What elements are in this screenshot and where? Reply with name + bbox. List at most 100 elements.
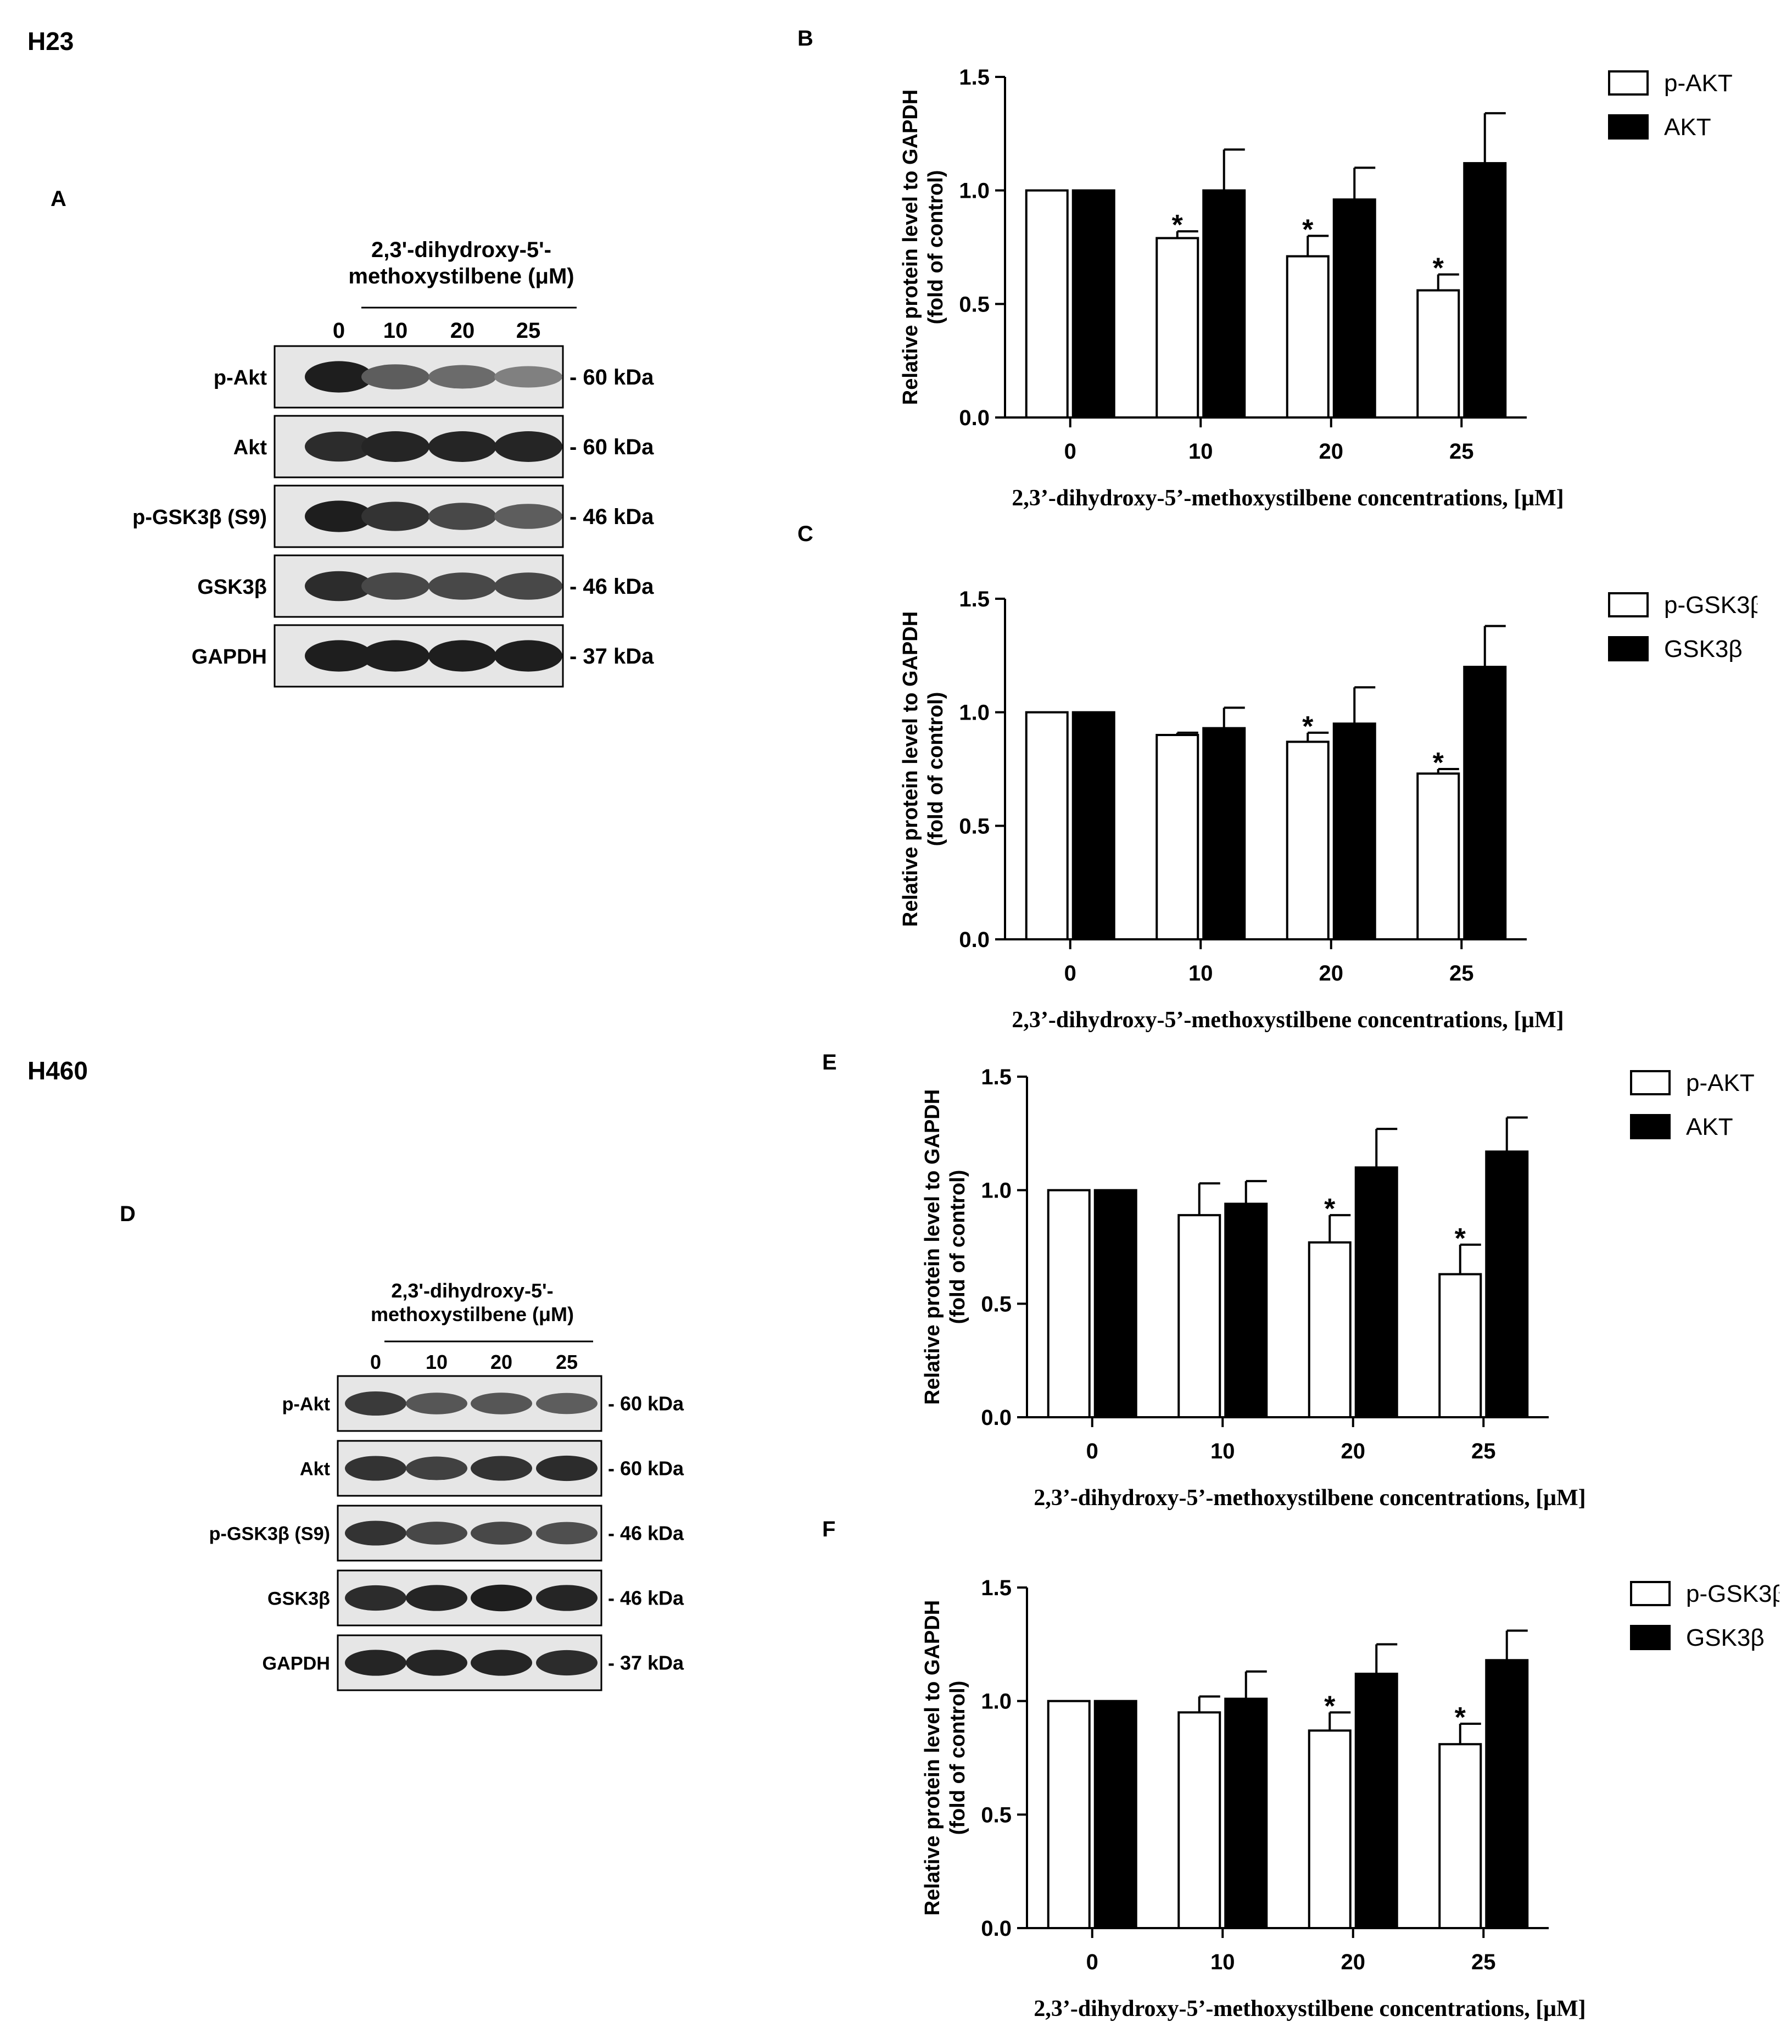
blot-row-label: Akt (300, 1459, 330, 1480)
lane-label: 25 (516, 319, 541, 343)
bar-total (1463, 162, 1507, 419)
bar-phospho (1286, 740, 1330, 940)
y-tick-label: 0.0 (959, 928, 990, 952)
x-tick-label: 25 (1449, 961, 1474, 985)
legend-label: p-AKT (1686, 1070, 1755, 1096)
y-axis-title-unit: (fold of control) (946, 1170, 969, 1324)
x-tick-label: 10 (1210, 1950, 1235, 1974)
y-axis-title: Relative protein level to GAPDH (899, 90, 922, 405)
x-tick-label: 10 (1188, 439, 1213, 464)
blot-row-label: GAPDH (263, 1653, 330, 1674)
bar-phospho (1438, 1273, 1482, 1418)
protein-band (471, 1650, 532, 1676)
protein-band (494, 366, 562, 388)
y-axis-title-unit: (fold of control) (924, 170, 947, 325)
y-axis-title: Relative protein level to GAPDH (921, 1600, 944, 1915)
x-axis-title: 2,3’-dihydroxy-5’-methoxystilbene concen… (1012, 486, 1564, 511)
x-tick-label: 25 (1471, 1950, 1496, 1974)
legend-swatch (1608, 592, 1649, 617)
lane-label: 10 (426, 1351, 448, 1373)
blot-row-label: p-Akt (214, 366, 267, 389)
bar-phospho (1308, 1729, 1352, 1929)
x-tick-label: 10 (1210, 1439, 1235, 1463)
panel-letter-c: C (797, 522, 813, 546)
protein-band (305, 500, 373, 532)
section-label-h460: H460 (27, 1056, 88, 1085)
protein-band (361, 431, 429, 462)
legend-label: p-AKT (1664, 70, 1733, 97)
bar-total (1202, 189, 1246, 419)
significance-asterisk: * (1302, 711, 1314, 743)
bar-total (1202, 727, 1246, 940)
bar-phospho (1177, 1214, 1221, 1418)
protein-band (428, 572, 496, 600)
bar-chart-akt-h460: 0.0 0.5 1.0 1.5 Relative protein level to GA… (921, 1065, 1755, 1511)
protein-band (494, 431, 562, 462)
molecular-weight-label: - 37 kDa (608, 1652, 684, 1674)
y-axis-title: Relative protein level to GAPDH (921, 1089, 944, 1405)
protein-band (494, 572, 562, 600)
bar-total (1093, 1700, 1137, 1929)
panel-letter-f: F (822, 1517, 836, 1541)
x-tick-label: 20 (1341, 1950, 1366, 1974)
treatment-label: 2,3'-dihydroxy-5'- (371, 238, 551, 262)
blot-row-label: p-GSK3β (S9) (132, 506, 267, 529)
significance-asterisk: * (1433, 253, 1444, 285)
protein-band (536, 1393, 598, 1414)
protein-band (361, 640, 429, 672)
protein-band (406, 1456, 467, 1480)
bar-phospho (1025, 189, 1069, 419)
protein-band (428, 503, 496, 530)
molecular-weight-label: - 60 kDa (608, 1457, 684, 1480)
y-tick-label: 0.5 (959, 292, 990, 316)
x-axis-title: 2,3’-dihydroxy-5’-methoxystilbene concen… (1034, 1996, 1586, 2021)
legend-label: AKT (1664, 114, 1711, 141)
legend-label: AKT (1686, 1113, 1733, 1140)
bar-total (1332, 722, 1376, 940)
bar-chart-akt-h23: 0.0 0.5 1.0 1.5 Relative protein level to GA… (899, 65, 1733, 511)
panel-letter-b: B (797, 26, 813, 51)
molecular-weight-label: - 60 kDa (608, 1393, 684, 1415)
blot-row-label: p-GSK3β (S9) (209, 1524, 330, 1545)
y-tick-label: 1.0 (981, 1179, 1012, 1203)
protein-band (361, 572, 429, 600)
y-axis-title-unit: (fold of control) (924, 692, 947, 846)
treatment-unit-label: methoxystilbene (μM) (371, 1303, 574, 1325)
protein-band (305, 571, 373, 601)
blot-row-label: Akt (233, 436, 267, 459)
bar-chart-gsk3b-h23: 0.0 0.5 1.0 1.5 Relative protein level to GA… (899, 587, 1757, 1033)
treatment-label: 2,3'-dihydroxy-5'- (391, 1279, 553, 1302)
protein-band (428, 431, 496, 462)
western-blot-h460: 2,3'-dihydroxy-5'-methoxystilbene (μM) 0 1… (209, 1279, 684, 1691)
x-tick-label: 0 (1064, 439, 1076, 464)
lane-label: 10 (383, 319, 408, 343)
protein-band (361, 364, 429, 389)
bar-phospho (1416, 772, 1460, 940)
panel-letter-d: D (120, 1202, 136, 1226)
protein-band (471, 1522, 532, 1545)
bar-total (1071, 189, 1115, 419)
protein-band (345, 1521, 406, 1546)
protein-band (305, 640, 373, 672)
legend-label: p-GSK3β (1664, 592, 1757, 619)
molecular-weight-label: - 60 kDa (570, 435, 654, 459)
y-tick-label: 0.5 (959, 814, 990, 838)
bar-total (1485, 1150, 1529, 1418)
blot-row-label: GAPDH (192, 645, 267, 669)
bar-phospho (1177, 1711, 1221, 1929)
x-tick-label: 20 (1341, 1439, 1366, 1463)
significance-asterisk: * (1433, 747, 1444, 779)
bar-phospho (1047, 1700, 1091, 1929)
protein-band (428, 365, 496, 389)
y-tick-label: 0.5 (981, 1803, 1012, 1827)
protein-band (494, 640, 562, 672)
legend-swatch (1608, 70, 1649, 96)
legend-swatch (1608, 114, 1649, 140)
lane-label: 25 (556, 1351, 578, 1373)
y-tick-label: 0.0 (981, 1406, 1012, 1430)
protein-band (406, 1522, 467, 1545)
legend-label: GSK3β (1664, 636, 1743, 662)
y-tick-label: 0.0 (981, 1917, 1012, 1941)
x-tick-label: 10 (1188, 961, 1213, 985)
significance-asterisk: * (1172, 209, 1183, 241)
